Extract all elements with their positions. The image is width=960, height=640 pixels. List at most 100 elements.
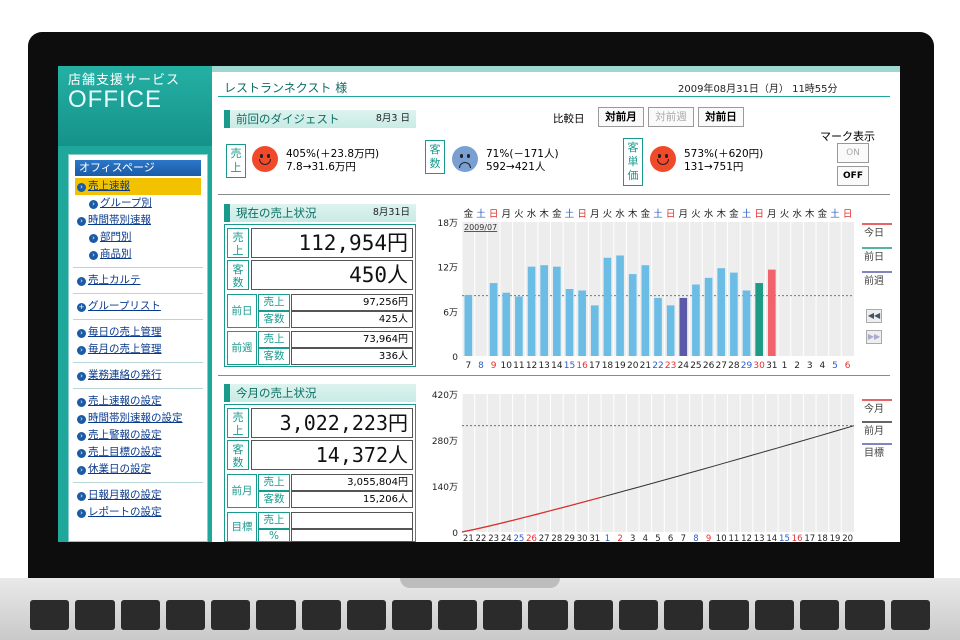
- day-label: 27: [715, 361, 726, 371]
- bar: [489, 283, 498, 356]
- store-name: レストランネクスト 様: [224, 81, 348, 95]
- prev-month-customers-label: 客数: [258, 491, 290, 508]
- weekday-label: 土: [653, 208, 663, 220]
- kpi-unit-price-values: 131→751円: [684, 161, 744, 173]
- brand-logo[interactable]: OFFICE: [68, 86, 162, 113]
- day-label: 12: [526, 361, 537, 371]
- bar: [515, 296, 523, 356]
- menu-item-target-settings[interactable]: › 売上目標の設定: [69, 444, 207, 461]
- day-label: 25: [690, 361, 701, 371]
- day-label: 31: [766, 361, 777, 371]
- prev-day-customers-value: 425人: [291, 311, 413, 328]
- day-label: 7: [681, 534, 686, 542]
- arrow-bullet-icon: ›: [77, 398, 86, 407]
- day-label: 15: [779, 534, 790, 542]
- day-label: 17: [589, 361, 600, 371]
- prev-day-sales-value: 97,256円: [291, 294, 413, 311]
- day-label: 23: [665, 361, 676, 371]
- day-label: 24: [501, 534, 512, 542]
- menu-item-report-settings[interactable]: › 日報月報の設定: [69, 487, 207, 504]
- kpi-sales-values: 7.8→31.6万円: [286, 161, 356, 173]
- bar: [730, 272, 738, 356]
- weekday-label: 土: [565, 208, 575, 220]
- day-label: 16: [576, 361, 588, 371]
- y-tick-label: 0: [452, 353, 458, 363]
- arrow-bullet-icon: ›: [77, 466, 86, 475]
- day-label: 3: [807, 361, 813, 371]
- current-month-line: [461, 496, 602, 533]
- menu-item-hourly-flash[interactable]: › 時間帯別速報: [69, 212, 207, 229]
- sidebar: 店舗支援サービス OFFICE オフィスページ › 売上速報 › グループ別 › 時間…: [58, 66, 212, 542]
- menu-item-group-list[interactable]: + グループリスト: [77, 300, 161, 312]
- weekday-label: 水: [615, 208, 625, 220]
- menu-item-holiday-settings[interactable]: › 休業日の設定: [69, 461, 207, 478]
- menu-item-flash-settings[interactable]: › 売上速報の設定: [69, 393, 207, 410]
- day-label: 11: [513, 361, 524, 371]
- compare-prev-day-button[interactable]: 対前日: [698, 107, 744, 127]
- weekday-label: 日: [489, 209, 499, 220]
- scroll-back-button[interactable]: ◀◀: [866, 309, 882, 323]
- day-label: 24: [678, 361, 690, 371]
- prev-week-sales-value: 73,964円: [291, 331, 413, 348]
- day-label: 8: [478, 361, 484, 371]
- menu-item-sales-flash[interactable]: › 売上速報: [75, 178, 201, 195]
- legend-label: 目標: [864, 446, 884, 459]
- arrow-bullet-icon: ›: [77, 492, 86, 501]
- menu-item-daily-sales[interactable]: › 毎日の売上管理: [69, 324, 207, 341]
- prev-day-sales-label: 売上: [258, 294, 290, 311]
- weekday-label: 月: [679, 209, 689, 220]
- bar: [679, 297, 688, 356]
- day-label: 30: [577, 534, 588, 542]
- arrow-bullet-icon: ›: [77, 432, 86, 441]
- day-label: 20: [842, 534, 853, 542]
- day-label: 2: [794, 361, 800, 371]
- day-label: 25: [513, 534, 524, 542]
- weekday-label: 月: [767, 209, 777, 220]
- arrow-bullet-icon: ›: [77, 449, 86, 458]
- menu-item-by-group[interactable]: › グループ別: [69, 195, 207, 212]
- compare-prev-week-button[interactable]: 対前週: [648, 107, 694, 127]
- menu-item-by-department[interactable]: › 部門別: [69, 229, 207, 246]
- day-label: 6: [845, 361, 851, 371]
- menu-item-report-config[interactable]: › レポートの設定: [69, 504, 207, 521]
- compare-prev-month-button[interactable]: 対前月: [598, 107, 644, 127]
- day-label: 14: [551, 361, 563, 371]
- mark-on-toggle[interactable]: ON: [837, 143, 869, 163]
- day-label: 16: [792, 534, 803, 542]
- day-label: 1: [782, 361, 788, 371]
- monthly-status-title: 今月の売上状況: [224, 384, 416, 402]
- mark-off-toggle[interactable]: OFF: [837, 166, 869, 186]
- day-label: 28: [551, 534, 562, 542]
- menu-item-business-notice[interactable]: › 業務連絡の発行: [69, 367, 207, 384]
- day-label: 13: [754, 534, 765, 542]
- day-label: 23: [488, 534, 499, 542]
- menu-item-sales-chart[interactable]: › 売上カルテ: [69, 272, 207, 289]
- menu-item-alert-settings[interactable]: › 売上警報の設定: [69, 427, 207, 444]
- bar: [654, 297, 662, 356]
- scroll-forward-button[interactable]: ▶▶: [866, 330, 882, 344]
- day-label: 10: [501, 361, 513, 371]
- day-label: 21: [640, 361, 651, 371]
- happy-face-icon: [252, 146, 278, 172]
- bar: [527, 266, 536, 356]
- day-label: 9: [706, 534, 711, 542]
- day-label: 7: [465, 361, 471, 371]
- arrow-bullet-icon: ›: [89, 200, 98, 209]
- digest-date: 8月3 日: [375, 113, 410, 124]
- current-status-title: 現在の売上状況 8月31日: [224, 204, 416, 222]
- y-tick-label: 0: [452, 529, 458, 539]
- day-label: 27: [539, 534, 550, 542]
- weekday-label: 日: [754, 209, 764, 220]
- day-label: 13: [538, 361, 549, 371]
- weekday-label: 木: [539, 208, 549, 220]
- menu-item-by-product[interactable]: › 商品別: [69, 246, 207, 263]
- day-label: 22: [652, 361, 663, 371]
- bar: [464, 294, 473, 356]
- arrow-bullet-icon: ›: [77, 329, 86, 338]
- menu-item-hourly-settings[interactable]: › 時間帯別速報の設定: [69, 410, 207, 427]
- menu-item-monthly-sales[interactable]: › 毎月の売上管理: [69, 341, 207, 358]
- weekday-label: 土: [742, 208, 752, 220]
- day-label: 18: [602, 361, 614, 371]
- arrow-bullet-icon: ›: [89, 234, 98, 243]
